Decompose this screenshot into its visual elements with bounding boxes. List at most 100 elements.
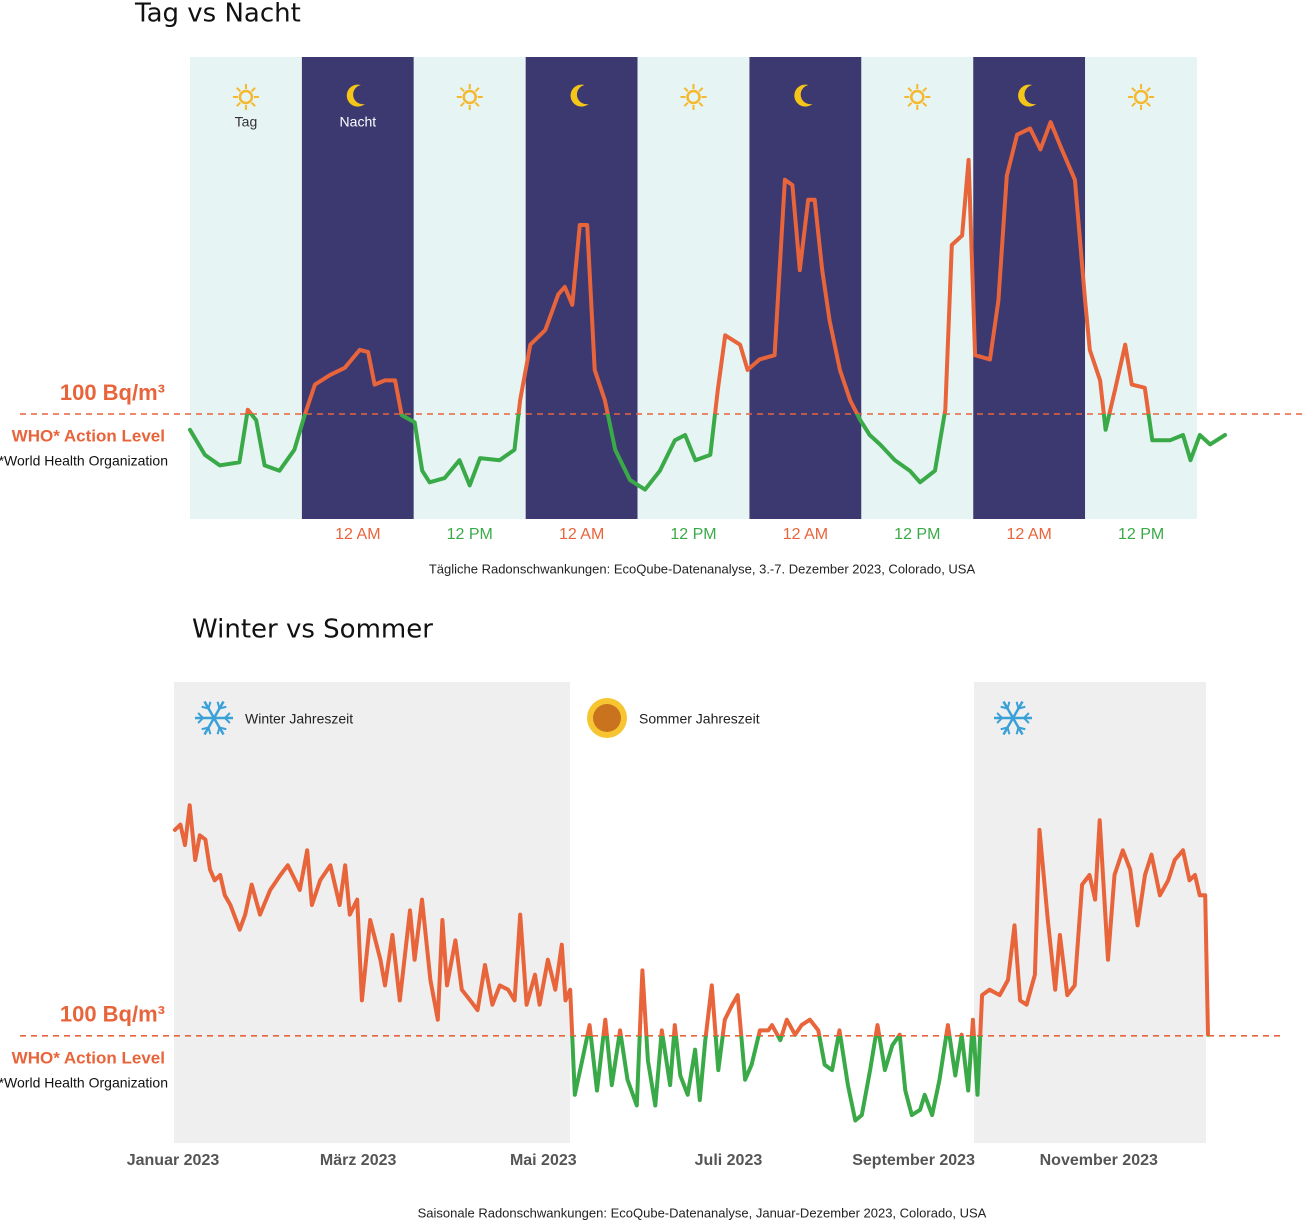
- x-tick-label: 12 PM: [670, 526, 716, 543]
- x-tick-label: September 2023: [852, 1152, 975, 1169]
- season-label: Sommer Jahreszeit: [639, 711, 760, 727]
- snowflake-branch: [1006, 701, 1011, 709]
- snowflake-branch: [1015, 701, 1020, 709]
- annotation: WHO* Action Level: [12, 426, 165, 445]
- sun-ray: [907, 87, 913, 93]
- snowflake-branch: [201, 726, 209, 731]
- snowflake-branch: [219, 726, 227, 731]
- snowflake-branch: [201, 705, 209, 710]
- snowflake-branch: [219, 705, 227, 710]
- sun-ray: [236, 87, 241, 93]
- night-band: [973, 57, 1086, 519]
- snowflake-branch: [1018, 705, 1026, 710]
- sun-icon: [1133, 89, 1149, 105]
- snowflake-branch: [1015, 727, 1020, 735]
- x-tick-label: Juli 2023: [695, 1152, 763, 1169]
- sun-ray: [474, 87, 480, 93]
- night-band: [749, 57, 862, 519]
- band-label: Nacht: [340, 114, 377, 130]
- snowflake-branch: [1000, 726, 1008, 731]
- x-tick-label: 12 AM: [335, 526, 380, 543]
- snowflake-branch: [996, 717, 1003, 724]
- sun-ray: [1131, 87, 1137, 93]
- sun-ray: [250, 101, 256, 107]
- winter-band: [174, 682, 570, 1143]
- sun-ray: [698, 101, 704, 107]
- snowflake-branch: [224, 712, 231, 719]
- sun-ray: [250, 87, 256, 93]
- snowflake-branch: [224, 717, 231, 724]
- season-label: Winter Jahreszeit: [245, 711, 353, 727]
- snowflake-branch: [207, 727, 212, 735]
- x-tick-label: 12 PM: [447, 526, 493, 543]
- caption: Saisonale Radonschwankungen: EcoQube-Dat…: [418, 1205, 987, 1220]
- x-tick-label: März 2023: [320, 1152, 397, 1169]
- snowflake-arm: [1002, 700, 1015, 719]
- sun-ray: [1146, 87, 1151, 93]
- day-band: [413, 57, 526, 519]
- annotation: *World Health Organization: [0, 453, 168, 469]
- caption: Tägliche Radonschwankungen: EcoQube-Date…: [429, 561, 976, 576]
- sun-ray: [683, 87, 689, 93]
- sun-ray: [474, 101, 480, 107]
- snowflake-branch: [1023, 717, 1030, 724]
- snowflake-branch: [216, 701, 221, 709]
- snowflake-branch: [197, 712, 204, 719]
- snowflake-branch: [1018, 726, 1026, 731]
- day-band: [861, 57, 974, 519]
- annotation: WHO* Action Level: [12, 1048, 165, 1067]
- chart-title: Tag vs Nacht: [134, 0, 301, 29]
- x-tick-label: November 2023: [1040, 1152, 1158, 1169]
- moon-icon: [1018, 84, 1037, 107]
- snowflake-arm: [203, 717, 216, 736]
- snowflake-branch: [197, 717, 204, 724]
- moon-icon: [794, 84, 813, 107]
- radon-line: [172, 803, 1210, 1123]
- day-band: [190, 57, 302, 519]
- x-tick-label: 12 AM: [783, 526, 828, 543]
- band-label: Tag: [235, 114, 258, 130]
- winter-band: [974, 682, 1206, 1143]
- threshold-label: 100 Bq/m³: [60, 380, 165, 405]
- snowflake-arm: [1011, 700, 1024, 719]
- sun-icon: [686, 89, 701, 105]
- x-tick-label: Mai 2023: [510, 1152, 577, 1169]
- sun-ray: [907, 101, 913, 107]
- sun-ray: [1146, 101, 1151, 107]
- snowflake-arm: [212, 717, 225, 736]
- snowflake-arm: [212, 700, 225, 719]
- summer-sun-icon: [593, 704, 621, 732]
- snowflake-arm: [203, 700, 216, 719]
- x-tick-label: Januar 2023: [127, 1152, 220, 1169]
- chart-title: Winter vs Sommer: [192, 615, 433, 645]
- snowflake-arm: [1011, 717, 1024, 736]
- sun-icon: [910, 89, 925, 105]
- threshold-label: 100 Bq/m³: [60, 1002, 165, 1027]
- snowflake-branch: [1000, 705, 1008, 710]
- snowflake-branch: [1006, 727, 1011, 735]
- radon-line: [188, 120, 1227, 492]
- sun-ray: [236, 101, 241, 107]
- sun-ray: [922, 101, 928, 107]
- annotation: *World Health Organization: [0, 1074, 168, 1090]
- night-band: [525, 57, 638, 519]
- night-band: [301, 57, 414, 519]
- sun-ray: [459, 87, 465, 93]
- sun-ray: [1131, 101, 1137, 107]
- snowflake-branch: [207, 701, 212, 709]
- sun-icon: [462, 89, 477, 105]
- moon-icon: [570, 84, 589, 107]
- sun-ray: [459, 101, 465, 107]
- sun-ray: [683, 101, 689, 107]
- x-tick-label: 12 PM: [1118, 526, 1164, 543]
- day-band: [637, 57, 750, 519]
- snowflake-arm: [1002, 717, 1015, 736]
- x-tick-label: 12 AM: [1007, 526, 1052, 543]
- snowflake-branch: [216, 727, 221, 735]
- moon-icon: [346, 84, 365, 107]
- day-band: [1085, 57, 1198, 519]
- sun-ray: [698, 87, 704, 93]
- snowflake-branch: [996, 712, 1003, 719]
- snowflake-branch: [1023, 712, 1030, 719]
